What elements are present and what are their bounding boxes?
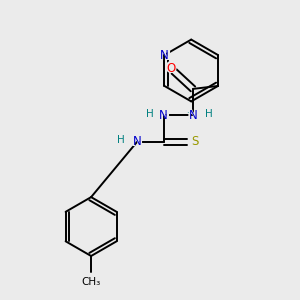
Text: ·: · [186, 110, 189, 118]
Text: N: N [133, 135, 141, 148]
Text: O: O [165, 61, 177, 76]
Text: O: O [166, 62, 176, 75]
Text: N: N [189, 109, 197, 122]
Text: CH₃: CH₃ [82, 277, 101, 286]
Text: N: N [131, 134, 143, 149]
Text: S: S [189, 134, 200, 149]
Text: S: S [191, 135, 198, 148]
Text: N: N [158, 47, 171, 62]
Text: N: N [157, 108, 170, 123]
Text: H: H [117, 135, 125, 146]
Text: N: N [159, 109, 168, 122]
Text: N: N [187, 108, 199, 123]
Text: H: H [205, 109, 213, 119]
Text: H: H [146, 109, 153, 119]
Text: N: N [160, 49, 169, 62]
